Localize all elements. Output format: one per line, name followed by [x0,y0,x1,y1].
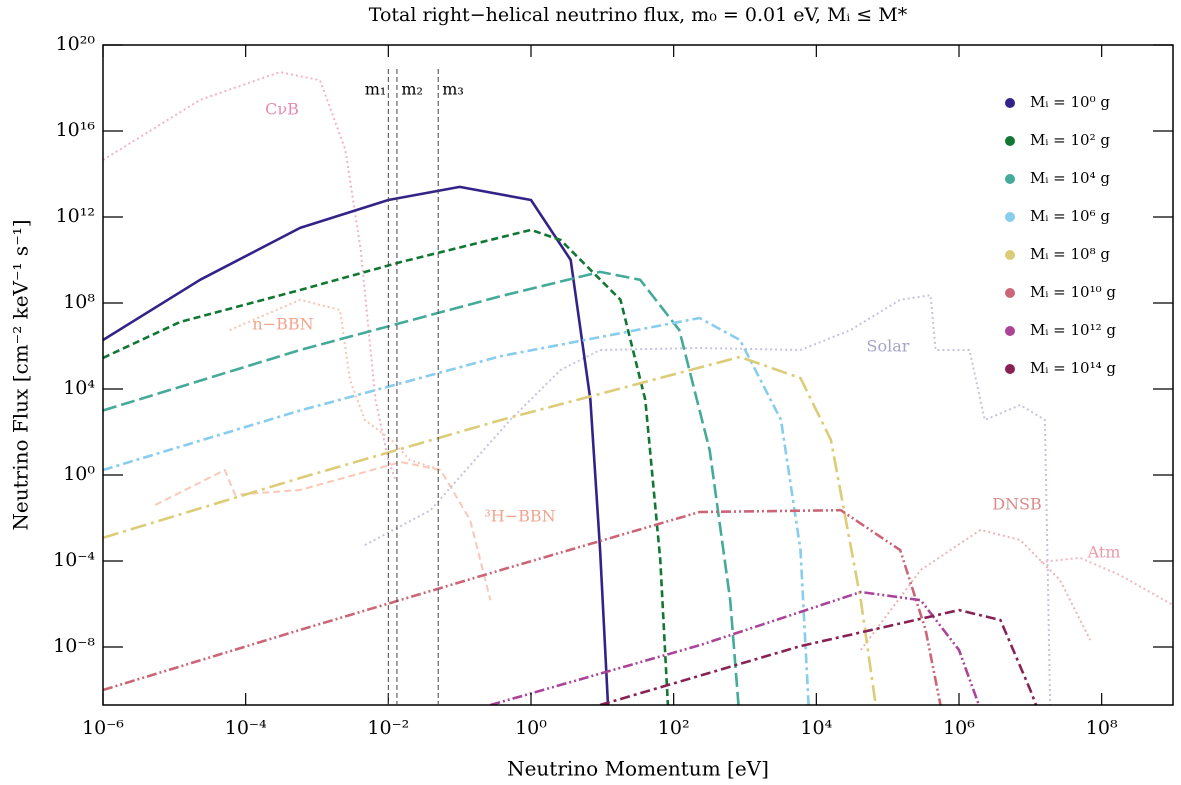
series-line [103,355,877,705]
legend-marker [1005,288,1015,298]
series-line [103,270,740,705]
chart-title: Total right−helical neutrino flux, m₀ = … [369,4,908,26]
series-line [490,590,981,705]
background-line [229,298,441,471]
y-tick-label: 10⁴ [63,377,95,399]
series-line [103,228,670,705]
x-tick-label: 10⁰ [515,717,547,739]
legend-label: Mᵢ = 10¹⁴ g [1030,359,1116,377]
x-tick-label: 10⁻² [367,717,409,739]
background-line [859,528,1092,651]
curve-label: Atm [1087,543,1121,562]
series-line [103,508,942,705]
curve-label: DNSB [992,495,1042,514]
legend-label: Mᵢ = 10⁴ g [1030,169,1110,187]
mass-label: m₁ [365,80,387,99]
legend-label: Mᵢ = 10⁰ g [1030,93,1110,111]
background-line [364,294,1052,705]
legend-label: Mᵢ = 10¹⁰ g [1030,283,1116,301]
y-tick-label: 10¹⁶ [56,119,96,141]
legend-label: Mᵢ = 10¹² g [1030,321,1116,339]
x-tick-label: 10⁻⁴ [225,717,267,739]
mass-label: m₃ [442,80,464,99]
x-axis-label: Neutrino Momentum [eV] [507,757,769,781]
curve-label: CνB [265,100,299,119]
y-tick-label: 10⁸ [63,291,95,313]
y-tick-label: 10⁰ [63,463,95,485]
background-line [154,461,492,601]
plot-frame [102,44,1174,706]
x-tick-label: 10² [658,717,690,739]
background-line [1040,556,1173,606]
y-tick-label: 10¹² [56,205,95,227]
series-line [103,316,810,705]
legend-label: Mᵢ = 10² g [1030,131,1110,149]
legend-marker [1005,326,1015,336]
y-axis-label: Neutrino Flux [cm⁻² keV⁻¹ s⁻¹] [9,219,33,530]
legend-marker [1005,250,1015,260]
curve-label: n−BBN [252,315,313,334]
legend-label: Mᵢ = 10⁶ g [1030,207,1110,225]
legend-marker [1005,98,1015,108]
background-line [103,71,397,481]
curve-label: Solar [867,337,910,356]
legend-marker [1005,174,1015,184]
x-tick-label: 10⁻⁶ [82,717,124,739]
x-tick-label: 10⁴ [800,717,832,739]
y-tick-label: 10²⁰ [56,33,96,55]
legend-marker [1005,212,1015,222]
legend-marker [1005,364,1015,374]
curve-label: ³H−BBN [484,507,555,526]
legend-marker [1005,136,1015,146]
legend-label: Mᵢ = 10⁸ g [1030,245,1110,263]
plot-area [103,71,1173,705]
mass-label: m₂ [401,80,423,99]
y-tick-label: 10⁻⁴ [53,549,95,571]
series-line [103,185,610,705]
series-line [599,608,1038,705]
y-tick-label: 10⁻⁸ [53,635,95,657]
x-tick-label: 10⁶ [943,717,975,739]
x-tick-label: 10⁸ [1086,717,1118,739]
